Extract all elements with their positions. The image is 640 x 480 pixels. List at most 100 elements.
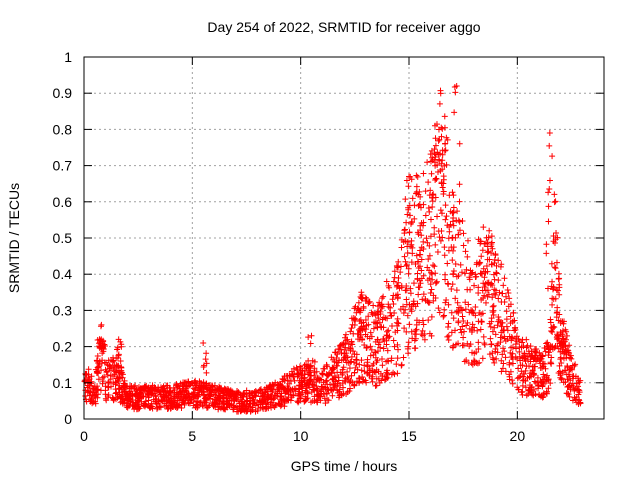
data-point (358, 367, 365, 374)
data-point (107, 372, 114, 379)
y-tick-label: 0.3 (53, 302, 73, 318)
data-point (475, 284, 482, 291)
data-point (422, 188, 429, 195)
data-point (450, 342, 457, 349)
data-point (416, 188, 423, 195)
data-point (357, 316, 364, 323)
data-point (431, 263, 438, 270)
data-point (385, 282, 392, 289)
data-point (464, 253, 471, 260)
data-point (518, 389, 525, 396)
data-point (496, 289, 503, 296)
data-point (415, 291, 422, 298)
data-point (504, 287, 511, 294)
data-point (92, 400, 99, 407)
data-point (426, 275, 433, 282)
data-point (442, 147, 449, 154)
data-point (503, 323, 510, 330)
data-point (130, 383, 137, 390)
data-point (501, 298, 508, 305)
data-point (267, 399, 274, 406)
data-point (275, 382, 282, 389)
data-point (327, 381, 334, 388)
data-point (459, 313, 466, 320)
data-point (430, 191, 437, 198)
data-point (345, 376, 352, 383)
data-point (564, 390, 571, 397)
data-point (489, 303, 496, 310)
data-point (404, 250, 411, 257)
data-point (340, 390, 347, 397)
data-point (487, 335, 494, 342)
data-point (566, 355, 573, 362)
data-point (82, 393, 89, 400)
data-point (83, 370, 90, 377)
data-point (459, 342, 466, 349)
x-tick-label: 0 (80, 428, 88, 444)
data-point (100, 378, 107, 385)
data-point (348, 358, 355, 365)
data-point (401, 226, 408, 233)
data-point (146, 404, 153, 411)
data-point (519, 355, 526, 362)
data-point (543, 241, 550, 248)
data-point (455, 309, 462, 316)
data-point (481, 274, 488, 281)
data-point (395, 258, 402, 265)
data-point (221, 405, 228, 412)
data-point (417, 193, 424, 200)
data-point (186, 395, 193, 402)
data-point (432, 194, 439, 201)
data-point (553, 287, 560, 294)
data-point (458, 269, 465, 276)
data-point (171, 386, 178, 393)
data-point (491, 324, 498, 331)
data-point (355, 299, 362, 306)
data-point (541, 345, 548, 351)
data-point (372, 349, 379, 356)
data-point (466, 276, 473, 283)
data-point (550, 285, 557, 292)
data-point (425, 317, 432, 324)
data-point (113, 389, 120, 396)
data-point (435, 228, 442, 235)
data-point (450, 267, 457, 274)
data-point (522, 352, 529, 359)
data-point (462, 248, 469, 255)
data-point (428, 313, 435, 320)
data-point (203, 350, 210, 357)
data-point (304, 390, 311, 397)
data-point (456, 218, 463, 225)
data-point (449, 257, 456, 264)
y-axis-label: SRMTID / TECUs (6, 183, 22, 293)
data-point (201, 389, 208, 396)
data-point (410, 280, 417, 287)
data-point (348, 372, 355, 379)
data-point (469, 308, 476, 315)
data-point (441, 124, 448, 131)
data-point (556, 291, 563, 298)
data-point (519, 362, 526, 369)
data-point (211, 401, 218, 408)
data-point (249, 406, 256, 413)
data-point (380, 345, 387, 352)
data-point (355, 306, 362, 313)
data-point (284, 377, 291, 384)
data-point (149, 382, 156, 389)
data-point (488, 261, 495, 268)
data-point (557, 329, 564, 336)
data-point (543, 340, 550, 347)
data-point (542, 365, 549, 372)
data-point (420, 321, 427, 328)
data-point (532, 391, 539, 398)
data-point (237, 394, 244, 401)
data-point (393, 292, 400, 299)
data-point (359, 295, 366, 302)
data-point (522, 384, 529, 391)
data-point (289, 371, 296, 378)
data-point (372, 349, 379, 356)
data-point (471, 350, 478, 357)
data-point (449, 209, 456, 216)
data-point (395, 346, 402, 353)
data-point (450, 222, 457, 229)
